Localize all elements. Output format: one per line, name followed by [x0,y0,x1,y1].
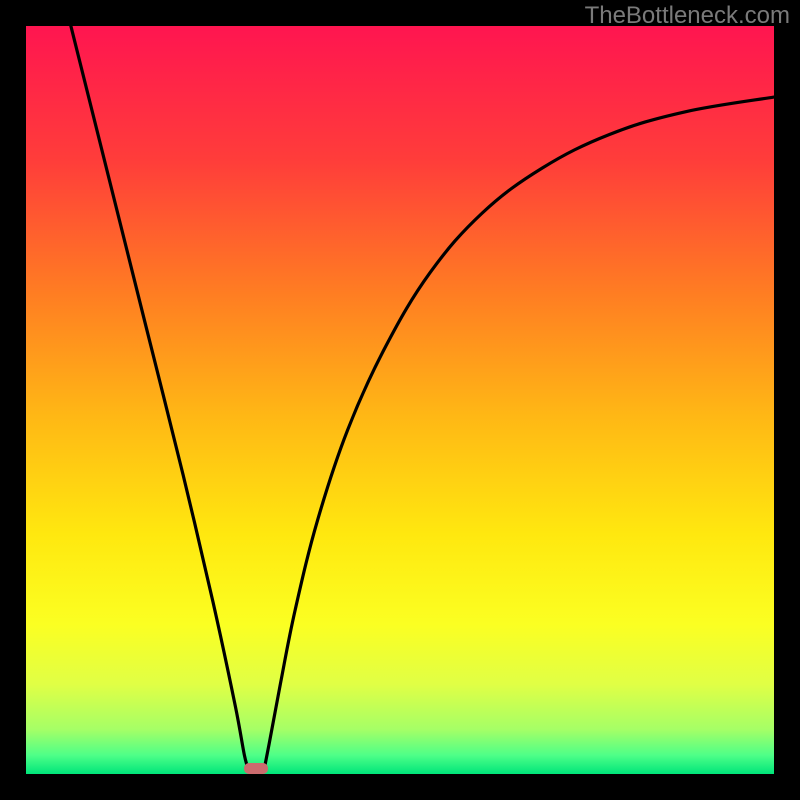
plot-area [26,26,774,774]
watermark-text: TheBottleneck.com [585,2,790,30]
optimum-marker [244,763,268,774]
chart-root: TheBottleneck.com [0,0,800,800]
bottleneck-curve [26,26,774,774]
